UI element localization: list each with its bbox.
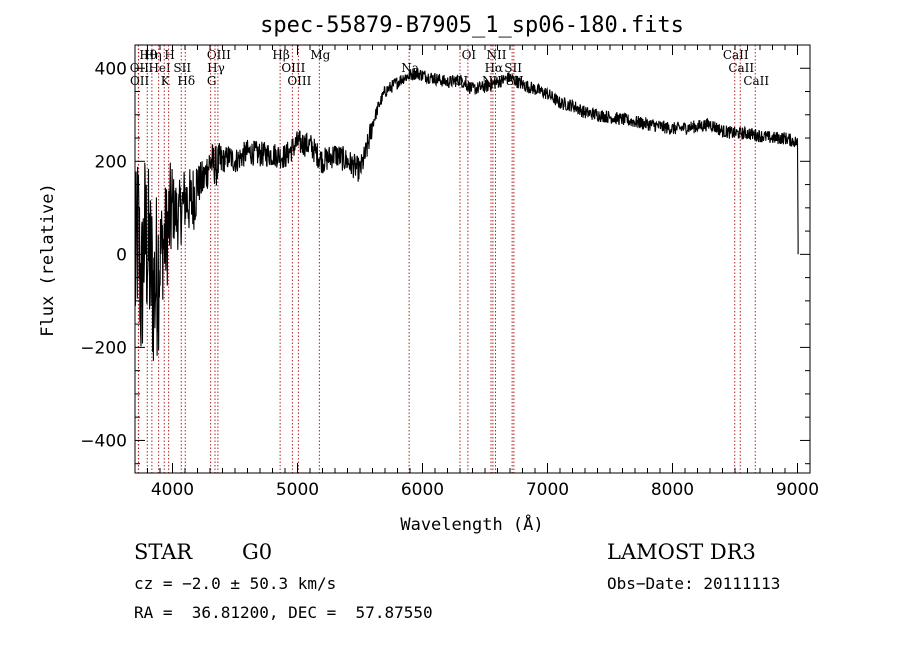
y-tick-label: 0: [116, 245, 127, 265]
redshift-velocity: cz = −2.0 ± 50.3 km/s: [134, 574, 337, 593]
spectral-line-label: G: [207, 74, 217, 88]
x-tick-label: 6000: [401, 480, 444, 500]
spectral-line-label: Hη: [144, 48, 162, 62]
spectral-line-label: Hα: [485, 61, 504, 75]
spectral-line-label: H: [164, 48, 174, 62]
spectral-line-label: SII: [504, 61, 522, 75]
spectral-line-label: CaII: [728, 61, 754, 75]
spectral-line-label: OI: [462, 48, 477, 62]
y-tick-label: 400: [95, 59, 127, 79]
sky-coordinates: RA = 36.81200, DEC = 57.87550: [134, 603, 433, 622]
spectral-line-label: HeI: [148, 61, 171, 75]
spectral-line-label: OII: [130, 74, 150, 88]
spectral-line-label: Hδ: [177, 74, 195, 88]
y-tick-label: −200: [80, 338, 127, 358]
spectral-line-label: CaII: [723, 48, 749, 62]
object-subclass: G0: [242, 540, 273, 564]
x-tick-label: 7000: [526, 480, 569, 500]
observation-date: Obs−Date: 20111113: [607, 574, 781, 593]
x-tick-label: 5000: [276, 480, 319, 500]
spectral-line-label: SII: [173, 61, 191, 75]
x-tick-label: 9000: [776, 480, 819, 500]
spectral-line-label: OIII: [207, 48, 231, 62]
x-axis-label: Wavelength (Å): [400, 513, 543, 535]
spectral-line-label: Hγ: [207, 61, 225, 75]
x-tick-label: 8000: [651, 480, 694, 500]
spectrum-trace: [134, 68, 799, 361]
object-class: STAR: [134, 540, 193, 564]
spectral-line-label: K: [161, 74, 171, 88]
y-tick-label: −400: [80, 431, 127, 451]
spectral-line-label: OIII: [281, 61, 305, 75]
y-axis-label: Flux (relative): [38, 183, 58, 337]
plot-area: HθOIIOIIHηHeIKHSIIHδOIIIHγGHβOIIIOIIIMgN…: [80, 44, 819, 500]
chart-title: spec-55879-B7905_1_sp06-180.fits: [260, 13, 684, 38]
x-tick-label: 4000: [151, 480, 194, 500]
spectral-line-label: Hθ: [139, 48, 157, 62]
spectral-line-label: Mg: [310, 48, 330, 62]
survey-name: LAMOST DR3: [607, 540, 756, 564]
spectral-line-label: Hβ: [272, 48, 289, 62]
plot-frame: [134, 44, 811, 474]
spectral-line-label: CaII: [743, 74, 769, 88]
spectral-line-label: NII: [487, 48, 507, 62]
spectral-line-label: OIII: [287, 74, 311, 88]
y-tick-label: 200: [95, 152, 127, 172]
